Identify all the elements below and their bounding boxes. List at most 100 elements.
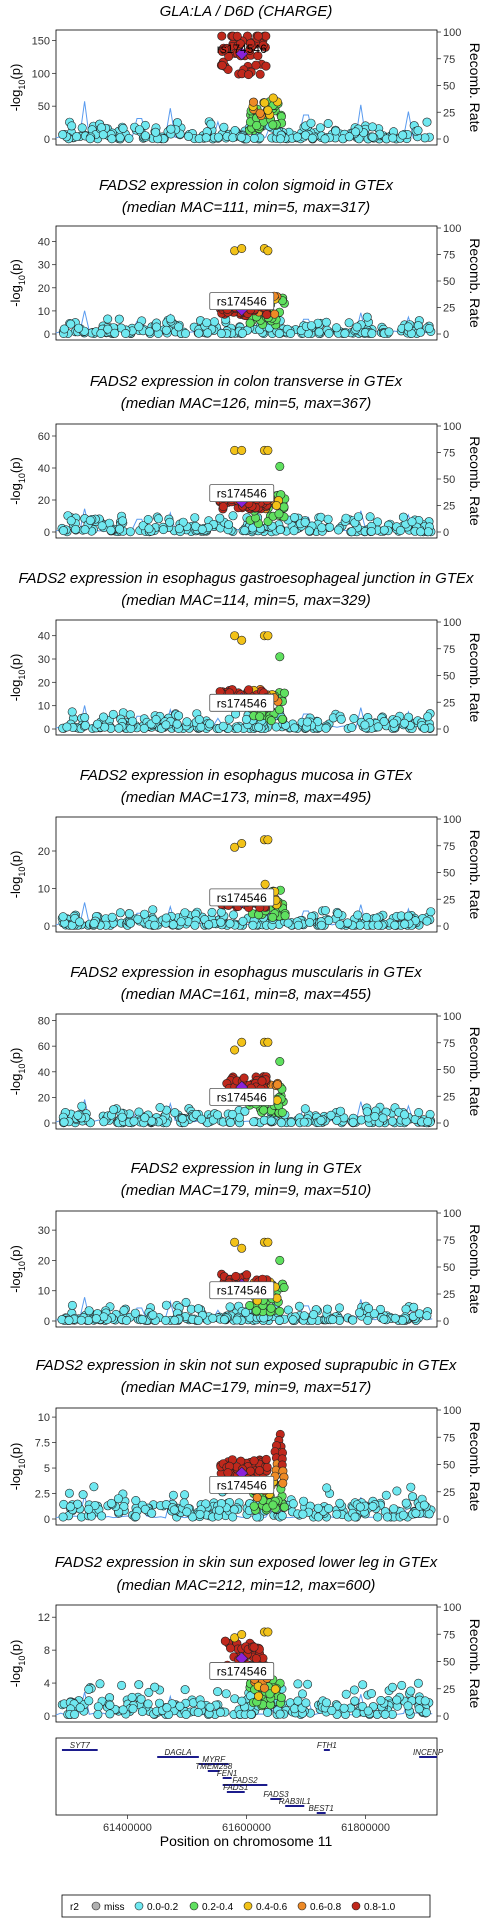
snp-point [414, 1704, 424, 1714]
snp-point [166, 314, 176, 324]
snp-point [406, 1482, 416, 1492]
snp-point [275, 652, 285, 662]
y-axis-label: -log10(p) [8, 1245, 27, 1293]
snp-point [233, 723, 243, 733]
y2-tick-label: 75 [443, 448, 455, 460]
panel-title: FADS2 expression in colon transverse in … [90, 373, 403, 390]
gene-label: FADS3 [263, 1790, 289, 1799]
snp-point [366, 1689, 376, 1699]
y2-tick-label: 0 [443, 1316, 449, 1328]
snp-point [59, 324, 69, 334]
snp-point [317, 523, 327, 533]
snp-point [323, 119, 333, 129]
snp-point [208, 1313, 218, 1323]
snp-point [174, 322, 184, 332]
y-tick-label: 20 [38, 495, 50, 507]
snp-point [109, 1105, 119, 1115]
y2-tick-label: 100 [443, 1602, 461, 1614]
snp-point [399, 1110, 409, 1120]
lead-snp-label: rs174546 [217, 1665, 267, 1679]
y-tick-label: 20 [38, 846, 50, 858]
snp-point [274, 509, 284, 519]
snp-point [245, 1301, 255, 1311]
snp-point [373, 920, 383, 930]
snp-point [263, 246, 273, 256]
y-tick-label: 0 [44, 527, 50, 539]
snp-point [278, 1478, 288, 1488]
snp-point [131, 1496, 141, 1506]
y-tick-label: 40 [38, 1067, 50, 1079]
snp-point [246, 38, 256, 48]
y2-tick-label: 75 [443, 644, 455, 656]
snp-point [349, 1685, 359, 1695]
snp-point [413, 126, 423, 136]
snp-point [316, 1116, 326, 1126]
y-tick-label: 0 [44, 724, 50, 736]
snp-point [288, 1315, 298, 1325]
snp-point [294, 1301, 304, 1311]
panel-title: FADS2 expression in esophagus mucosa in … [80, 767, 413, 784]
snp-point [224, 714, 234, 724]
y2-tick-label: 50 [443, 868, 455, 880]
snp-point [339, 1703, 349, 1713]
snp-point [245, 318, 255, 328]
legend-label: 0.2-0.4 [202, 1902, 234, 1913]
snp-point [293, 920, 303, 930]
snp-point [206, 119, 216, 129]
snp-point [286, 328, 296, 338]
snp-point [110, 328, 120, 338]
snp-point [411, 1508, 421, 1518]
snp-point [302, 717, 312, 727]
snp-point [223, 1468, 233, 1478]
snp-point [262, 1462, 272, 1472]
snp-point [368, 1501, 378, 1511]
snp-point [93, 1702, 103, 1712]
snp-point [420, 723, 430, 733]
snp-point [117, 1680, 127, 1690]
snp-point [75, 917, 85, 927]
snp-point [118, 516, 128, 526]
plot-frame [55, 225, 438, 341]
y2-tick-label: 0 [443, 134, 449, 146]
snp-point [348, 1315, 358, 1325]
snp-point [174, 524, 184, 534]
legend-label: 0.0-0.2 [147, 1902, 179, 1913]
lead-snp-label: rs174546 [217, 1090, 267, 1104]
snp-point [209, 317, 219, 327]
snp-point [118, 123, 128, 133]
snp-point [255, 712, 265, 722]
panel-title: (median MAC=111, min=5, max=317) [122, 199, 370, 216]
data-points [58, 1037, 436, 1128]
snp-point [251, 1654, 261, 1664]
snp-point [249, 133, 259, 143]
snp-point [389, 718, 399, 728]
snp-point [172, 719, 182, 729]
snp-point [217, 31, 227, 41]
x-axis-label: Position on chromosome 11 [160, 1833, 333, 1849]
snp-point [370, 1112, 380, 1122]
panel-2: FADS2 expression in colon sigmoid in GTE… [8, 177, 483, 341]
lead-snp-label: rs174546 [217, 1284, 267, 1298]
snp-point [306, 321, 316, 331]
snp-point [320, 905, 330, 915]
y-tick-label: 100 [32, 68, 50, 80]
snp-point [85, 515, 95, 525]
y-tick-label: 0 [44, 329, 50, 341]
snp-point [237, 1243, 247, 1253]
snp-point [218, 721, 228, 731]
lead-snp-label-box [209, 888, 275, 907]
snp-point [178, 517, 188, 527]
snp-point [379, 1314, 389, 1324]
snp-point [103, 324, 113, 334]
snp-point [166, 124, 176, 134]
snp-point [99, 1117, 109, 1127]
snp-point [144, 524, 154, 534]
snp-point [331, 323, 341, 333]
snp-point [384, 327, 394, 337]
gene-label: RAB3IL1 [279, 1797, 311, 1806]
snp-point [197, 524, 207, 534]
snp-point [204, 920, 214, 930]
snp-point [190, 920, 200, 930]
snp-point [320, 134, 330, 144]
snp-point [73, 1110, 83, 1120]
